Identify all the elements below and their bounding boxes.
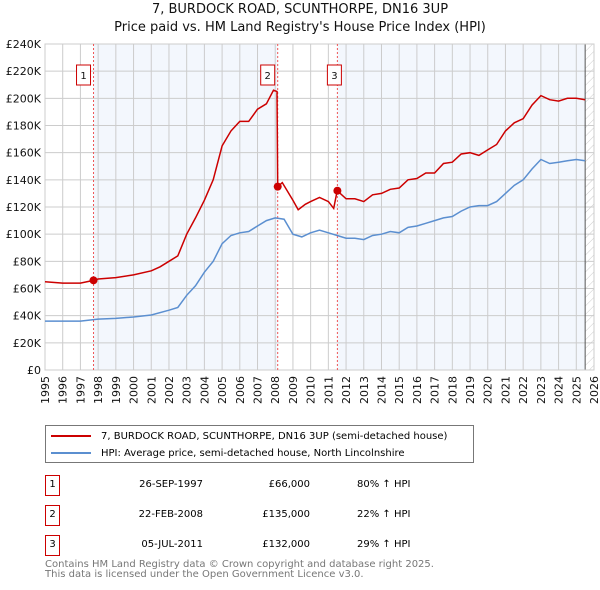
sale-date: 22-FEB-2008: [138, 509, 203, 520]
x-tick-label: 2008: [269, 376, 282, 404]
x-tick-label: 2010: [305, 376, 318, 404]
sale-price: £135,000: [262, 509, 310, 520]
plot-border: [44, 43, 595, 371]
x-tick-label: 2011: [322, 376, 335, 404]
x-tick-label: 2023: [535, 376, 548, 404]
sale-price: £66,000: [268, 479, 310, 490]
x-tick-label: 1998: [92, 376, 105, 404]
x-tick-label: 2014: [375, 376, 388, 404]
footer-line: Contains HM Land Registry data © Crown c…: [45, 559, 434, 570]
legend-item-property: 7, BURDOCK ROAD, SCUNTHORPE, DN16 3UP (s…: [46, 428, 447, 444]
sale-hpi-change: 29% ↑ HPI: [357, 539, 411, 550]
y-tick-label: £60K: [13, 283, 42, 296]
x-tick-label: 2003: [181, 376, 194, 404]
x-tick-label: 2020: [482, 376, 495, 404]
sale-label: 3: [331, 71, 337, 82]
sale-hpi-change: 22% ↑ HPI: [357, 509, 411, 520]
x-tick-label: 2021: [499, 376, 512, 404]
y-tick-label: £200K: [6, 92, 42, 105]
sale-marker-badge: 3: [45, 535, 60, 556]
chart-plot: 1995 1996 1997 1998 1999 2000 2001 2002 2003 2004…: [6, 38, 600, 404]
sale-row: 2 22-FEB-2008 £135,000 22% ↑ HPI: [45, 505, 465, 526]
x-tick-label: 2001: [145, 376, 158, 404]
x-tick-label: 2018: [446, 376, 459, 404]
footer: Contains HM Land Registry data © Crown c…: [45, 560, 434, 580]
legend-swatch-blue: [51, 452, 91, 454]
sale-label: 2: [265, 71, 271, 82]
x-tick-label: 2024: [553, 376, 566, 404]
legend-swatch-red: [51, 435, 91, 437]
sale-marker-badge: 2: [45, 505, 60, 526]
legend: 7, BURDOCK ROAD, SCUNTHORPE, DN16 3UP (s…: [45, 425, 474, 463]
y-tick-label: £80K: [13, 255, 42, 268]
x-tick-label: 2019: [464, 376, 477, 404]
x-tick-label: 2005: [216, 376, 229, 404]
sale-hpi-change: 80% ↑ HPI: [357, 479, 411, 490]
x-tick-label: 2000: [128, 376, 141, 404]
sale-label: 1: [80, 71, 86, 82]
legend-item-hpi: HPI: Average price, semi-detached house,…: [46, 445, 405, 461]
sale-point: [333, 186, 342, 195]
y-tick-label: £20K: [13, 337, 42, 350]
sale-point: [273, 182, 282, 191]
series-line: [44, 89, 586, 284]
sale-point: [89, 276, 98, 285]
y-tick-label: £100K: [6, 228, 42, 241]
sale-label-box: [76, 64, 92, 86]
y-tick-label: £120K: [6, 201, 42, 214]
sale-label-box: [326, 64, 342, 86]
x-tick-label: 1999: [110, 376, 123, 404]
x-tick-label: 2009: [287, 376, 300, 404]
sale-date: 05-JUL-2011: [141, 539, 203, 550]
footer-line: This data is licensed under the Open Gov…: [45, 569, 364, 580]
y-tick-label: £140K: [6, 174, 42, 187]
x-tick-label: 2013: [358, 376, 371, 404]
x-tick-label: 2025: [570, 376, 583, 404]
y-tick-label: £160K: [6, 147, 42, 160]
x-tick-label: 2016: [411, 376, 424, 404]
legend-label: HPI: Average price, semi-detached house,…: [101, 447, 405, 459]
x-tick-label: 1995: [39, 376, 52, 404]
y-tick-label: £240K: [6, 38, 42, 51]
y-tick-label: £40K: [13, 310, 42, 323]
sale-price: £132,000: [262, 539, 310, 550]
y-tick-label: £180K: [6, 120, 42, 133]
y-tick-label: £220K: [6, 65, 42, 78]
x-tick-label: 1996: [57, 376, 70, 404]
sale-label-box: [260, 64, 276, 86]
x-tick-label: 2012: [340, 376, 353, 404]
x-tick-label: 2006: [234, 376, 247, 404]
x-tick-label: 2017: [429, 376, 442, 404]
x-tick-label: 2026: [588, 376, 600, 404]
sale-date: 26-SEP-1997: [139, 479, 203, 490]
chart-subtitle: Price paid vs. HM Land Registry's House …: [114, 20, 486, 35]
sale-marker-badge: 1: [45, 475, 60, 496]
y-tick-label: £0: [27, 364, 41, 377]
series-line: [45, 158, 586, 322]
legend-label: 7, BURDOCK ROAD, SCUNTHORPE, DN16 3UP (s…: [101, 430, 448, 442]
sale-row: 1 26-SEP-1997 £66,000 80% ↑ HPI: [45, 475, 465, 496]
x-tick-label: 2002: [163, 376, 176, 404]
x-tick-label: 2007: [252, 376, 265, 404]
chart-title: 7, BURDOCK ROAD, SCUNTHORPE, DN16 3UP: [151, 2, 449, 17]
x-tick-label: 1997: [74, 376, 87, 404]
x-tick-label: 2015: [393, 376, 406, 404]
x-tick-label: 2004: [198, 376, 211, 404]
x-tick-label: 2022: [517, 376, 530, 404]
sale-row: 3 05-JUL-2011 £132,000 29% ↑ HPI: [45, 535, 465, 556]
